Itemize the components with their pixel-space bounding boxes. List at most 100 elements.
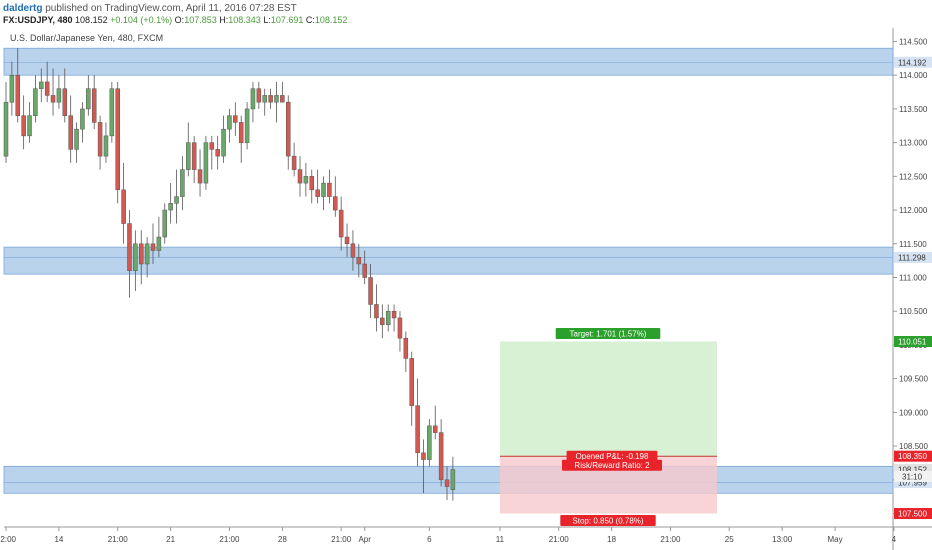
countdown-tag-bg xyxy=(894,470,932,482)
candle-body xyxy=(444,479,450,487)
last-price-tag: 108.152 xyxy=(898,466,927,475)
y-tick-label: 113.500 xyxy=(899,105,928,114)
candle-body xyxy=(403,337,409,359)
sr-zone xyxy=(3,47,894,76)
sr-zone xyxy=(3,246,894,275)
candle-body xyxy=(209,142,215,150)
y-tick-label: 112.500 xyxy=(899,172,928,181)
candle-body xyxy=(133,243,138,272)
y-tick-label: 111.000 xyxy=(899,274,927,283)
candle-body xyxy=(250,88,256,110)
candle-body xyxy=(368,277,373,305)
candle-body xyxy=(438,432,444,481)
candle-body xyxy=(186,142,191,170)
candle-body xyxy=(450,469,456,490)
y-tick-label: 109.000 xyxy=(899,408,928,417)
x-tick-label: 6 xyxy=(427,535,432,544)
last-price-tag-bg xyxy=(894,464,932,476)
x-tick-label: 21 xyxy=(166,535,175,544)
candle-body xyxy=(56,88,62,103)
candle-body xyxy=(115,88,120,191)
stop-price-tag-bg xyxy=(894,508,932,520)
candle-body xyxy=(150,243,156,251)
candle-body xyxy=(74,128,79,150)
candle-body xyxy=(203,142,209,184)
x-tick-label: 21:00 xyxy=(331,535,352,544)
x-tick-label: 13:00 xyxy=(772,535,793,544)
y-tick-label: 110.500 xyxy=(899,307,928,316)
candle-body xyxy=(350,243,356,258)
pnl-label: Opened P&L: -0.198 xyxy=(576,452,649,461)
candle-body xyxy=(62,88,68,116)
low-value: 107.691 xyxy=(270,15,304,25)
target-zone xyxy=(500,341,717,457)
target-price-tag-bg xyxy=(894,335,932,347)
open-label: O: xyxy=(174,15,185,25)
y-tick-label: 109.500 xyxy=(899,375,928,384)
candle-body xyxy=(356,257,362,265)
y-tick-label: 114.000 xyxy=(899,71,928,80)
publish-info: daldertg published on TradingView.com, A… xyxy=(3,3,297,14)
y-tick-label: 111.500 xyxy=(899,240,927,249)
candle-body xyxy=(262,95,267,103)
candle-body xyxy=(227,115,232,130)
candle-body xyxy=(162,209,168,238)
close-value: 108.152 xyxy=(314,15,348,25)
high-value: 108.343 xyxy=(228,15,261,25)
x-tick-label: 21:00 xyxy=(219,535,240,544)
candle-body xyxy=(80,108,85,130)
x-tick-label: 21:00 xyxy=(108,535,129,544)
candle-body xyxy=(27,115,32,137)
entry-price-tag: 108.350 xyxy=(898,452,927,461)
candle-body xyxy=(291,155,297,170)
candle-body xyxy=(315,189,320,197)
stop-label: Stop: 0.850 (0.78%) xyxy=(572,517,643,526)
x-tick-label: 14 xyxy=(54,535,63,544)
candle-body xyxy=(86,88,91,110)
candle-body xyxy=(97,122,103,157)
candle-body xyxy=(50,95,56,103)
open-value: 107.853 xyxy=(184,15,217,25)
candle-body xyxy=(362,263,367,278)
candle-body xyxy=(333,196,338,211)
stop-label-bg xyxy=(560,515,656,527)
candle-body xyxy=(380,317,385,325)
target-price-tag: 110.051 xyxy=(898,337,927,346)
candle-body xyxy=(385,310,391,325)
candle-body xyxy=(15,74,21,116)
zone-price-tag-bg xyxy=(894,477,932,489)
candle-body xyxy=(285,101,291,157)
price-change: +0.104 (+0.1%) xyxy=(110,15,173,25)
candle-body xyxy=(215,149,220,157)
username-link[interactable]: daldertg xyxy=(3,3,43,14)
x-tick-label: 25 xyxy=(725,535,734,544)
zone-price-tag-bg xyxy=(894,251,932,263)
candle-body xyxy=(91,88,97,123)
candle-body xyxy=(297,169,303,184)
candle-body xyxy=(309,176,315,191)
candle-body xyxy=(303,176,309,184)
candle-body xyxy=(274,95,279,103)
x-tick-label: 21:00 xyxy=(549,535,570,544)
y-tick-label: 108.500 xyxy=(899,442,928,451)
target-label-bg xyxy=(555,327,661,339)
candle-body xyxy=(421,452,426,460)
stop-price-tag: 107.500 xyxy=(898,510,927,519)
y-tick-label: 112.000 xyxy=(899,206,928,215)
x-tick-label: 21:00 xyxy=(660,535,681,544)
candle-body xyxy=(256,88,262,103)
close-label: C: xyxy=(305,15,315,25)
x-tick-label: 18 xyxy=(607,535,616,544)
symbol-label: FX:USDJPY, 480 xyxy=(3,15,73,25)
y-tick-label: 113.000 xyxy=(899,139,928,148)
candle-body xyxy=(68,115,73,150)
x-tick-label: May xyxy=(828,535,843,544)
candle-body xyxy=(144,243,150,265)
candle-body xyxy=(427,425,432,460)
candle-body xyxy=(415,405,420,454)
pnl-label-bg xyxy=(566,450,658,462)
candle-body xyxy=(121,189,126,224)
entry-price-tag-bg xyxy=(894,450,932,462)
published-text: published on TradingView.com, April 11, … xyxy=(45,3,297,14)
